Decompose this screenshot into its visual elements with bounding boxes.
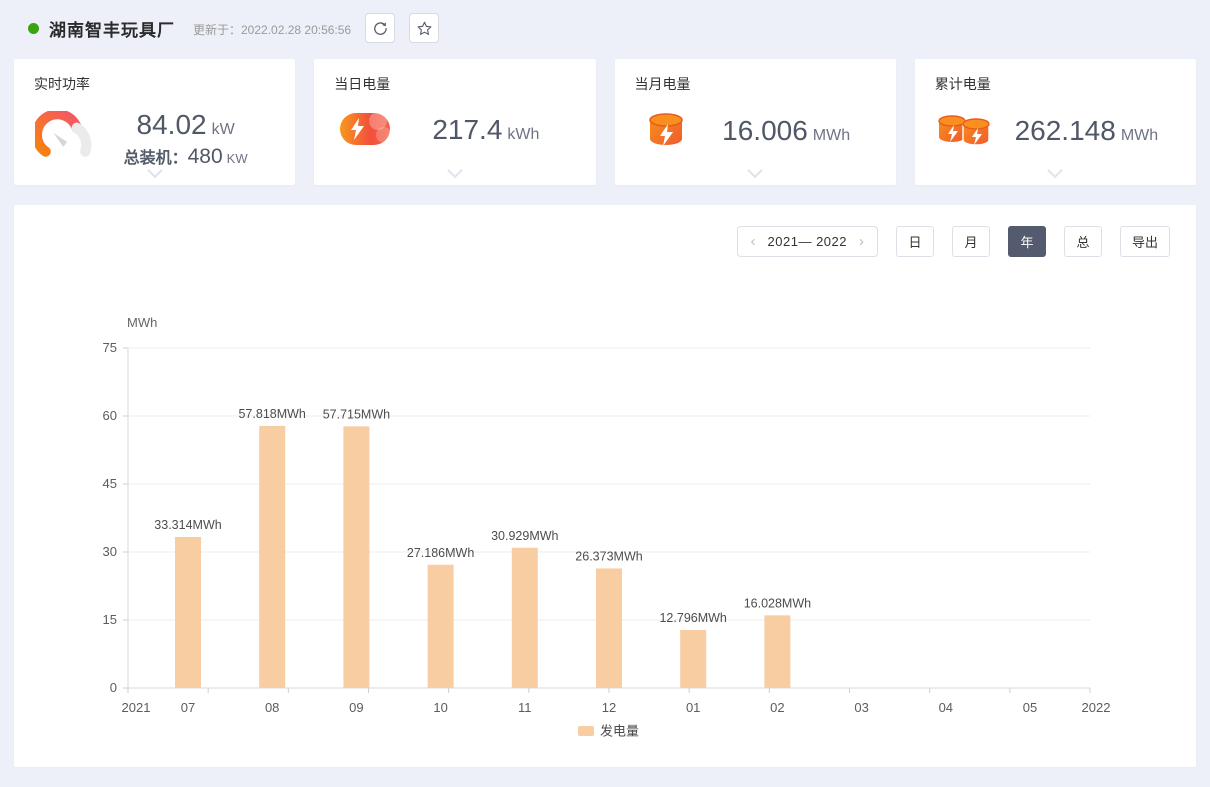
range-label: 2021— 2022 — [768, 234, 847, 249]
bar-value-label: 57.715MWh — [323, 407, 390, 421]
y-tick-label: 15 — [103, 612, 117, 627]
realtime-power-unit: kW — [212, 121, 235, 138]
x-tick-label: 07 — [181, 700, 195, 715]
range-prev-icon[interactable]: ‹ — [751, 234, 756, 249]
mode-button-1[interactable]: 月 — [952, 226, 990, 257]
card-title: 实时功率 — [34, 74, 275, 94]
x-tick-label: 09 — [349, 700, 363, 715]
daily-energy-value: 217.4 — [432, 114, 502, 145]
monthly-energy-value: 16.006 — [722, 115, 808, 146]
bar[interactable] — [596, 568, 622, 688]
bar[interactable] — [764, 615, 790, 688]
chevron-down-icon[interactable] — [747, 163, 763, 179]
y-tick-label: 45 — [103, 476, 117, 491]
daily-energy-unit: kWh — [507, 126, 539, 143]
x-boundary-label-end: 2022 — [1082, 700, 1111, 715]
card-total-energy: 累计电量 — [915, 59, 1196, 185]
x-tick-label: 10 — [433, 700, 447, 715]
chevron-down-icon[interactable] — [1048, 163, 1064, 179]
bar-value-label: 12.796MWh — [659, 611, 726, 625]
y-axis-name: MWh — [127, 315, 157, 330]
bar-value-label: 16.028MWh — [744, 596, 811, 610]
generation-bar-chart: 0 15 30 45 60 75 MWh 33.314MWh 07 57.818MWh 08 57.7… — [14, 266, 1196, 748]
bar-value-label: 30.929MWh — [491, 529, 558, 543]
bar-value-label: 26.373MWh — [575, 549, 642, 563]
x-tick-label: 08 — [265, 700, 279, 715]
bar-value-label: 33.314MWh — [154, 518, 221, 532]
x-tick-label: 01 — [686, 700, 700, 715]
card-title: 累计电量 — [935, 74, 1176, 94]
bar[interactable] — [680, 630, 706, 688]
mode-button-0[interactable]: 日 — [896, 226, 934, 257]
x-tick-label: 04 — [939, 700, 953, 715]
x-tick-label: 11 — [518, 700, 532, 715]
installed-capacity-unit: KW — [227, 151, 248, 166]
y-tick-label: 30 — [103, 544, 117, 559]
realtime-power-value: 84.02 — [137, 109, 207, 140]
x-tick-label: 03 — [854, 700, 868, 715]
legend[interactable]: 发电量 — [578, 724, 639, 739]
chart-toolbar: ‹ 2021— 2022 › 日月年总导出 — [14, 226, 1196, 257]
bar[interactable] — [259, 426, 285, 688]
mode-button-3[interactable]: 总 — [1064, 226, 1102, 257]
star-icon — [416, 20, 433, 37]
updated-timestamp: 更新于：2022.02.28 20:56:56 — [193, 21, 351, 38]
refresh-button[interactable] — [365, 13, 395, 43]
bar[interactable] — [428, 565, 454, 688]
installed-capacity-line: 总装机：480KW — [96, 144, 275, 170]
plant-name: 湖南智丰玩具厂 — [49, 16, 175, 41]
generation-chart-panel: ‹ 2021— 2022 › 日月年总导出 0 15 30 45 60 75 MWh 33.3… — [14, 205, 1196, 767]
mode-button-4[interactable]: 导出 — [1120, 226, 1170, 257]
date-range-picker[interactable]: ‹ 2021— 2022 › — [737, 226, 878, 257]
monthly-energy-unit: MWh — [813, 127, 850, 144]
y-tick-label: 75 — [103, 340, 117, 355]
installed-capacity-value: 480 — [188, 145, 223, 168]
x-tick-label: 05 — [1023, 700, 1037, 715]
chevron-down-icon[interactable] — [447, 163, 463, 179]
gauge-icon — [34, 111, 96, 167]
bar-value-label: 57.818MWh — [238, 407, 305, 421]
bar[interactable] — [512, 548, 538, 688]
x-tick-label: 02 — [770, 700, 784, 715]
online-status-dot — [28, 23, 39, 34]
battery-bolt-icon — [635, 107, 697, 153]
legend-label: 发电量 — [600, 724, 639, 739]
chart-area: 0 15 30 45 60 75 MWh 33.314MWh 07 57.818MWh 08 57.7… — [14, 266, 1196, 753]
page-header: 湖南智丰玩具厂 更新于：2022.02.28 20:56:56 — [0, 0, 1210, 53]
y-tick-label: 0 — [110, 680, 117, 695]
bolt-pill-icon — [334, 107, 396, 151]
range-next-icon[interactable]: › — [859, 234, 864, 249]
bar-value-label: 27.186MWh — [407, 546, 474, 560]
double-battery-bolt-icon — [935, 107, 997, 153]
y-tick-label: 60 — [103, 408, 117, 423]
favorite-button[interactable] — [409, 13, 439, 43]
x-tick-label: 12 — [602, 700, 616, 715]
x-boundary-label-start: 2021 — [122, 700, 151, 715]
card-title: 当日电量 — [334, 74, 575, 94]
total-energy-value: 262.148 — [1015, 115, 1116, 146]
refresh-icon — [372, 20, 389, 37]
mode-button-group: 日月年总导出 — [896, 226, 1170, 257]
card-title: 当月电量 — [635, 74, 876, 94]
stat-cards-row: 实时功率 84.02 kW — [14, 59, 1196, 185]
card-monthly-energy: 当月电量 16.006 MWh — [615, 59, 896, 185]
card-daily-energy: 当日电量 217.4 kWh — [314, 59, 595, 185]
legend-marker — [578, 726, 594, 736]
mode-button-2[interactable]: 年 — [1008, 226, 1046, 257]
bar[interactable] — [343, 426, 369, 688]
card-realtime-power: 实时功率 84.02 kW — [14, 59, 295, 185]
realtime-power-value-line: 84.02 kW — [96, 107, 275, 142]
total-energy-unit: MWh — [1121, 127, 1158, 144]
bar[interactable] — [175, 537, 201, 688]
